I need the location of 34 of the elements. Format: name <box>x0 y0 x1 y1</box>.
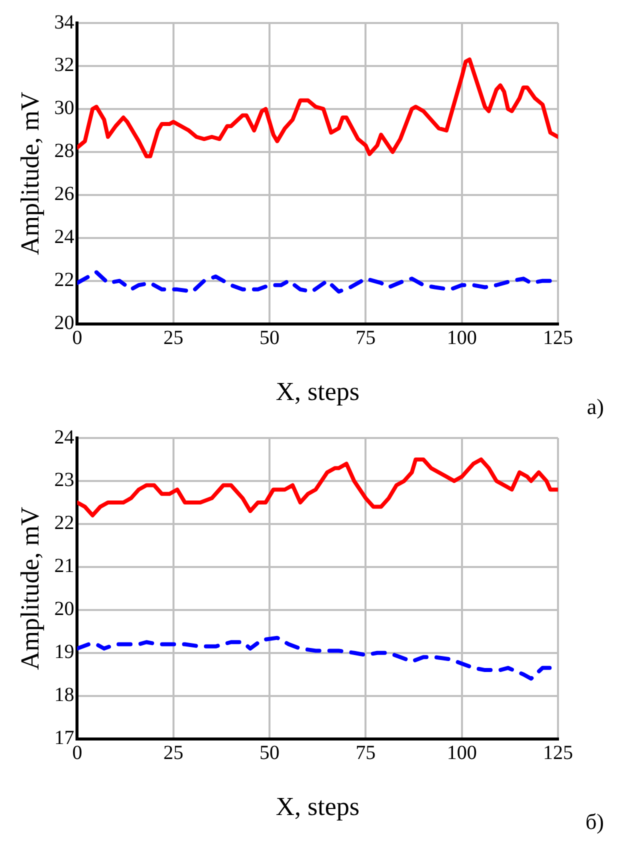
y-tick-label: 30 <box>54 97 74 120</box>
y-tick-label: 24 <box>54 426 74 448</box>
x-tick-label: 75 <box>356 742 376 764</box>
x-tick-label: 75 <box>356 327 376 350</box>
x-axis-title: X, steps <box>276 377 360 406</box>
y-tick-label: 24 <box>54 226 74 248</box>
x-tick-label: 125 <box>543 742 573 764</box>
y-tick-label: 17 <box>54 727 74 750</box>
text: б) <box>585 808 604 834</box>
x-tick-label: 100 <box>446 742 477 764</box>
x-tick-label: 25 <box>163 742 184 764</box>
y-tick-label: 18 <box>54 684 74 706</box>
y-tick-label: 22 <box>54 269 74 292</box>
y-tick-label: 23 <box>54 469 74 492</box>
y-tick-label: 21 <box>54 555 74 578</box>
y-tick-label: 26 <box>54 183 74 206</box>
x-tick-label: 50 <box>260 327 280 350</box>
x-axis-title: X, steps <box>276 792 360 822</box>
text: а) <box>586 394 604 419</box>
x-tick-label: 0 <box>72 742 82 764</box>
x-tick-label: 0 <box>72 327 82 350</box>
x-tick-label: 50 <box>260 742 280 764</box>
y-axis-title: Amplitude, mV <box>15 92 44 256</box>
x-tick-label: 100 <box>446 327 477 350</box>
x-tick-label: 125 <box>543 327 573 350</box>
y-tick-label: 34 <box>54 11 74 34</box>
y-tick-label: 28 <box>54 140 74 162</box>
y-tick-label: 19 <box>54 641 74 664</box>
y-tick-label: 22 <box>54 512 74 534</box>
y-tick-label: 20 <box>54 312 74 334</box>
x-tick-label: 25 <box>163 327 184 350</box>
y-tick-label: 20 <box>54 598 74 620</box>
y-tick-label: 32 <box>54 54 74 76</box>
y-axis-title: Amplitude, mV <box>15 506 44 670</box>
